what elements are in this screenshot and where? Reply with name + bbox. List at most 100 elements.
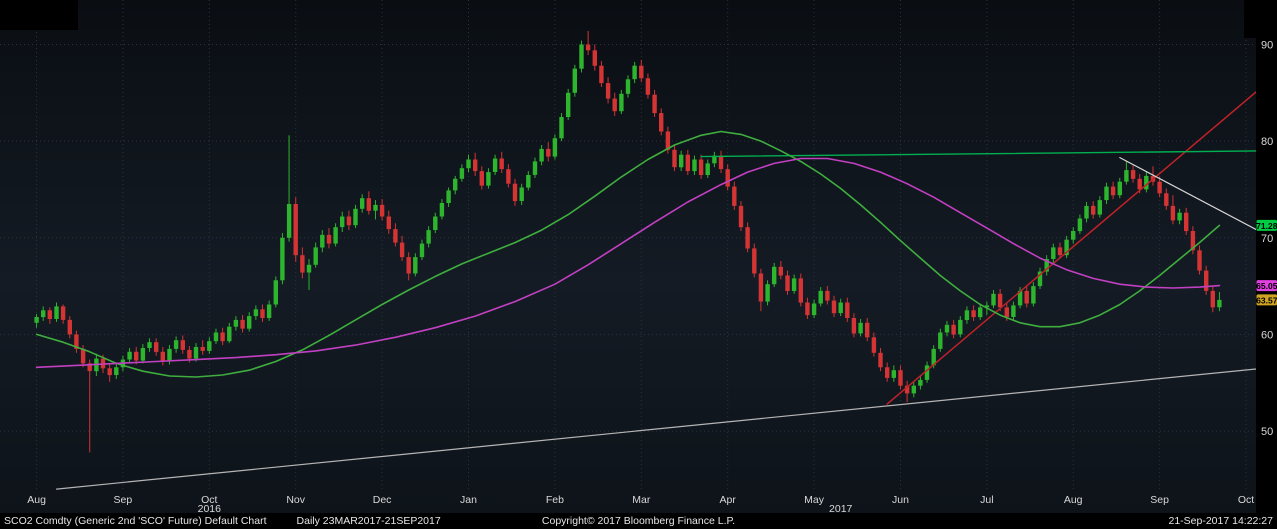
candle-body [387,217,391,230]
candle-body [566,93,570,117]
candle-body [460,168,464,179]
candle-body [765,284,769,301]
candle-body [1098,200,1102,215]
candle-body [646,78,650,94]
candle-body [1197,250,1201,270]
candle-body [998,294,1002,308]
candle-body [686,155,690,171]
candle-body [500,159,504,170]
candle-body [380,205,384,217]
candle-body [240,320,244,329]
candle-body [333,227,337,243]
candle-body [260,309,264,318]
candle-body [559,117,563,138]
candle-body [360,198,364,209]
candle-body [613,99,617,112]
y-axis-tick-label: 80 [1261,136,1273,148]
svg-text:65.05: 65.05 [1256,281,1277,291]
candle-body [732,187,736,206]
x-axis-month-label: Feb [546,494,564,506]
footer-bar: SCO2 Comdty (Generic 2nd 'SCO' Future) D… [0,513,1277,529]
price-chart[interactable]: AugSepOctNovDecJanFebMarAprMayJunJulAugS… [0,0,1277,513]
candle-body [493,159,497,173]
candle-body [526,175,530,188]
ma-magenta-price-label: 65.05 [1256,280,1277,291]
candle-body [161,352,165,362]
y-axis-tick-label: 60 [1261,329,1273,341]
candle-body [207,341,211,351]
footer-date-range: Daily 23MAR2017-21SEP2017 [297,513,441,529]
candle-body [108,368,112,375]
candle-body [659,113,663,131]
candle-body [1124,170,1128,182]
candle-body [300,255,304,272]
candle-body [546,149,550,157]
y-axis-tick-label: 70 [1261,233,1273,245]
candle-body [706,163,710,175]
x-axis-month-label: Oct [1238,494,1254,506]
candle-body [858,323,862,334]
candle-body [520,188,524,202]
candle-body [726,169,730,186]
candle-body [965,310,969,320]
candle-body [1071,231,1075,240]
candle-body [61,306,65,320]
x-axis-month-label: Mar [632,494,651,506]
candle-body [466,160,470,169]
candle-body [1104,187,1108,201]
x-axis-month-label: Nov [286,494,305,506]
candle-body [48,310,52,319]
candle-body [792,278,796,291]
candle-body [513,184,517,201]
candle-body [1204,271,1208,291]
ma-green-price-label: 71.28 [1256,220,1277,231]
candle-body [898,370,902,386]
candle-body [759,274,763,302]
candle-body [1184,213,1188,231]
candle-body [1118,182,1122,196]
candle-body [220,333,224,342]
candle-body [1025,291,1029,304]
candle-body [752,248,756,273]
x-axis-month-label: May [804,494,825,506]
candle-body [453,179,457,191]
candle-body [407,257,411,273]
candle-body [692,160,696,172]
corner-mask-top-right [1244,0,1277,38]
candle-body [147,342,151,348]
candle-body [287,204,291,238]
candle-body [606,83,610,99]
x-axis-year-label: 2017 [829,503,853,513]
candle-body [440,203,444,217]
candle-body [845,303,849,319]
footer-instrument: SCO2 Comdty (Generic 2nd 'SCO' Future) D… [4,513,267,529]
candle-body [480,171,484,186]
candle-body [958,320,962,335]
candle-body [865,323,869,338]
candle-body [626,79,630,94]
candle-body [971,310,975,317]
candle-body [294,204,298,255]
candle-body [320,235,324,248]
candle-body [745,227,749,248]
candle-body [1171,206,1175,221]
candle-body [227,327,231,342]
bloomberg-chart-window: AugSepOctNovDecJanFebMarAprMayJunJulAugS… [0,0,1277,529]
candle-body [506,169,510,184]
x-axis-year-label: 2016 [198,503,222,513]
candle-body [639,66,643,79]
candle-body [925,365,929,380]
candle-body [114,367,118,375]
candle-body [553,138,557,156]
candle-body [413,257,417,273]
candle-body [181,340,185,350]
candle-body [420,244,424,258]
candle-body [400,243,404,258]
candle-body [872,337,876,353]
x-axis-month-label: Dec [373,494,392,506]
candle-body [194,347,198,359]
candle-body [127,352,131,360]
candle-body [267,305,271,319]
candle-body [234,320,238,327]
candle-body [1091,206,1095,215]
